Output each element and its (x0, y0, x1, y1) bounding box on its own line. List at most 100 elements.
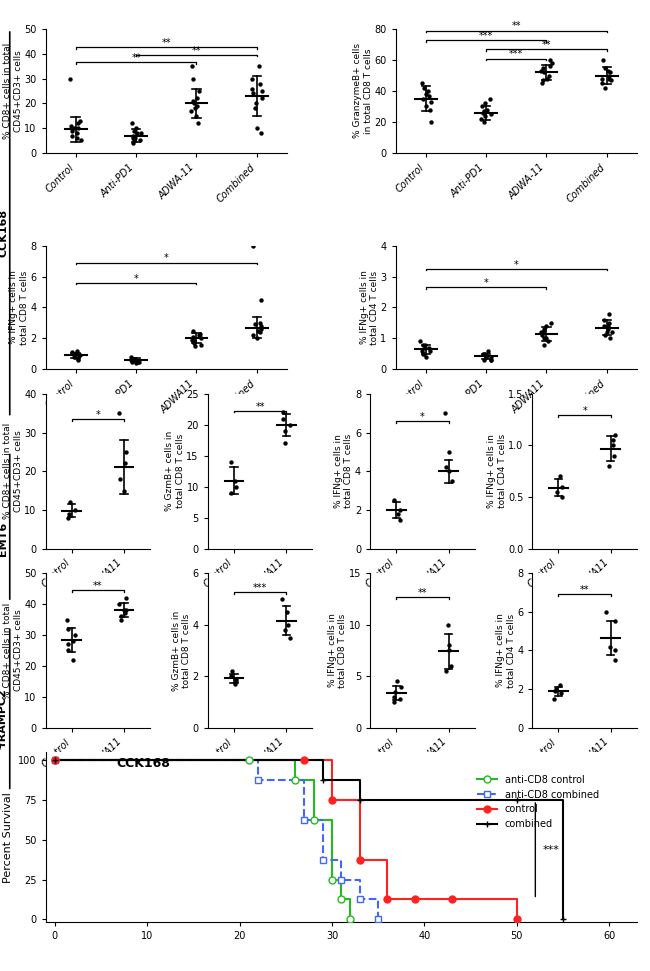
Point (545, 58, 555, 74)
Point (536, 324, 547, 340)
anti-CD8 combined (356, 874, 363, 886)
Point (120, 444, 131, 459)
Point (486, 352, 496, 368)
Point (253, 323, 263, 339)
Point (557, 479, 567, 494)
Point (127, 135, 138, 151)
Point (64, 506, 74, 521)
Point (536, 327, 547, 343)
Point (390, 684, 400, 699)
control (513, 893, 521, 905)
Point (189, 335, 200, 351)
Point (552, 485, 562, 500)
Text: *: * (582, 406, 587, 416)
anti-CD8 control (245, 754, 253, 766)
Point (72, 343, 83, 358)
Text: *: * (134, 274, 138, 284)
Point (230, 676, 240, 691)
anti-CD8 combined (374, 893, 382, 905)
Y-axis label: % CD8+ cells in total
CD45+CD3+ cells: % CD8+ cells in total CD45+CD3+ cells (3, 43, 23, 139)
Point (280, 436, 290, 452)
Point (395, 679, 406, 694)
control (328, 794, 336, 806)
Point (248, 85, 258, 101)
control (384, 854, 391, 865)
Point (192, 98, 203, 114)
Point (603, 318, 614, 334)
Point (426, 94, 436, 110)
Point (72, 125, 82, 141)
Point (226, 486, 237, 501)
Point (549, 691, 559, 707)
Point (255, 318, 266, 334)
Point (604, 639, 615, 654)
Point (421, 350, 431, 365)
Y-axis label: Percent Survival: Percent Survival (3, 792, 12, 883)
Point (68, 350, 79, 365)
Point (188, 334, 199, 350)
anti-CD8 control (309, 814, 317, 825)
Point (278, 591, 288, 607)
Point (134, 353, 144, 369)
Point (606, 73, 616, 88)
Point (62, 612, 72, 627)
Point (601, 604, 612, 619)
Point (486, 350, 497, 365)
Text: **: ** (541, 40, 551, 50)
Point (120, 455, 130, 471)
Point (256, 125, 266, 141)
Point (420, 340, 430, 355)
Point (441, 459, 451, 475)
Line: combined: combined (55, 760, 563, 920)
control (448, 893, 456, 905)
Point (71, 346, 81, 361)
Point (190, 338, 201, 353)
control (356, 794, 363, 806)
Point (446, 658, 456, 674)
Point (444, 444, 454, 459)
Point (252, 331, 263, 347)
Y-axis label: % IFNg+ cells in
total CD8 T cells: % IFNg+ cells in total CD8 T cells (328, 614, 347, 687)
Y-axis label: % IFNg+ cells in
total CD4 T cells: % IFNg+ cells in total CD4 T cells (496, 614, 515, 687)
Point (538, 324, 548, 340)
Point (70, 502, 80, 518)
combined (51, 754, 58, 766)
combined (559, 794, 567, 806)
Point (443, 617, 454, 632)
Point (250, 317, 260, 332)
Point (226, 668, 237, 684)
Point (67, 128, 77, 144)
anti-CD8 control (346, 914, 354, 925)
Point (227, 663, 237, 679)
Point (481, 350, 491, 365)
Point (226, 454, 236, 470)
Point (119, 483, 129, 498)
Point (541, 71, 552, 86)
Point (554, 678, 565, 693)
Point (608, 432, 619, 448)
Point (257, 84, 267, 99)
Point (483, 343, 493, 358)
Point (132, 125, 142, 141)
Point (114, 471, 125, 486)
Point (603, 316, 614, 331)
Point (389, 694, 399, 710)
Y-axis label: % IFNg+ cells in
total CD8 T cells: % IFNg+ cells in total CD8 T cells (334, 434, 354, 509)
Point (130, 351, 140, 366)
control (356, 854, 363, 865)
Point (417, 346, 428, 361)
Point (255, 316, 265, 331)
Point (127, 353, 137, 369)
Point (66, 345, 77, 360)
Point (557, 489, 567, 505)
anti-CD8 combined (300, 814, 308, 825)
Point (481, 350, 491, 365)
Text: **: ** (580, 586, 590, 595)
Point (422, 84, 433, 99)
Point (424, 340, 434, 355)
anti-CD8 control (291, 774, 299, 786)
Point (188, 323, 199, 339)
Text: ***: *** (253, 583, 267, 593)
Point (131, 352, 141, 368)
Text: **: ** (93, 581, 103, 590)
